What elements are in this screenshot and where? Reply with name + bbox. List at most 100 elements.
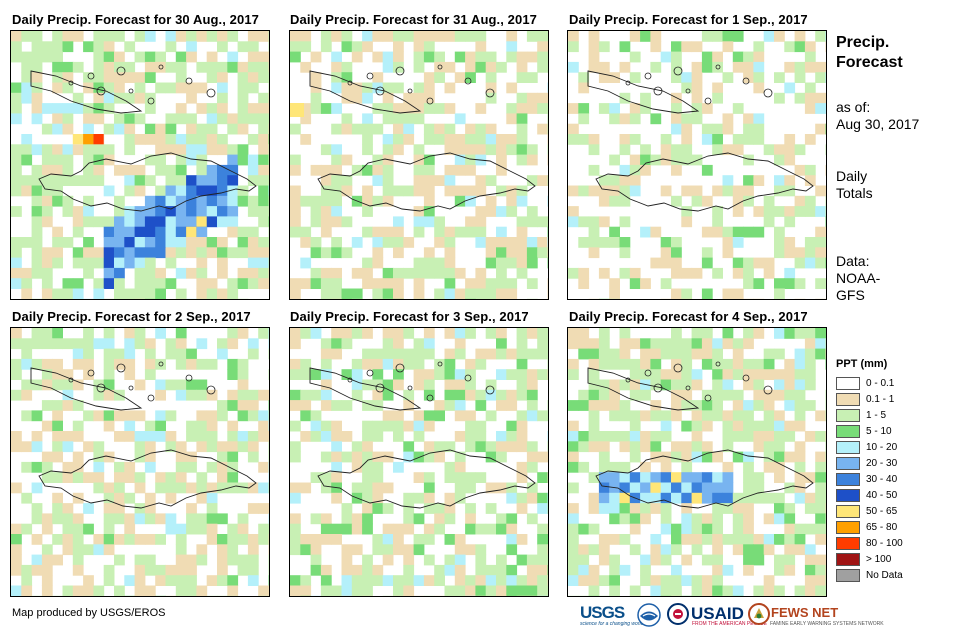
- precip-cell-extreme: [83, 134, 94, 145]
- precip-cell: [815, 31, 826, 42]
- precip-cell: [31, 461, 43, 473]
- precip-cell: [691, 379, 703, 391]
- precip-cell: [423, 216, 435, 228]
- precip-cell: [403, 185, 415, 197]
- precip-cell: [671, 534, 682, 545]
- precip-cell: [382, 420, 394, 432]
- precip-cell: [691, 492, 703, 504]
- precip-cell: [21, 288, 33, 299]
- precip-cell: [103, 534, 115, 545]
- precip-cell: [62, 461, 74, 473]
- precip-cell: [804, 175, 816, 186]
- precip-cell: [496, 564, 507, 576]
- precip-cell: [382, 554, 394, 566]
- precip-cell: [103, 41, 115, 53]
- precip-cell: [516, 410, 528, 422]
- precip-cell: [372, 175, 384, 186]
- precip-cell: [804, 206, 816, 217]
- precip-cell: [341, 82, 353, 94]
- precip-cell: [134, 278, 146, 289]
- precip-cell: [268, 338, 269, 350]
- precip-cell: [186, 154, 197, 166]
- precip-cell: [83, 103, 94, 114]
- precip-cell: [206, 288, 218, 299]
- precip-cell: [403, 451, 415, 463]
- precip-cell: [794, 358, 806, 370]
- precip-cell: [237, 195, 249, 207]
- precip-cell: [114, 226, 125, 238]
- precip-cell: [475, 216, 487, 228]
- precip-cell: [134, 247, 146, 259]
- precip-cell: [310, 206, 322, 217]
- precip-cell: [568, 503, 579, 514]
- precip-cell: [21, 51, 33, 63]
- precip-cell: [227, 328, 239, 339]
- precip-cell: [640, 226, 651, 238]
- precip-cell: [237, 82, 249, 94]
- precip-cell: [413, 92, 425, 104]
- precip-cell: [290, 31, 301, 42]
- precip-cell: [568, 523, 579, 535]
- precip-cell: [629, 523, 641, 535]
- precip-cell: [62, 31, 74, 42]
- precip-cell: [465, 431, 476, 442]
- precip-cell: [712, 492, 723, 504]
- precip-cell: [444, 237, 456, 248]
- precip-cell: [774, 472, 785, 483]
- precip-cell: [629, 410, 641, 422]
- precip-cell: [52, 513, 63, 525]
- precip-cell: [784, 206, 796, 217]
- precip-cell: [722, 72, 734, 83]
- precip-cell: [444, 103, 456, 114]
- precip-cell: [454, 134, 466, 145]
- precip-cell: [227, 195, 239, 207]
- precip-cell: [660, 492, 672, 504]
- precip-cell: [753, 554, 765, 566]
- precip-cell: [134, 554, 146, 566]
- precip-cell: [722, 472, 734, 483]
- coastline-islet: [366, 369, 374, 377]
- precip-cell: [114, 113, 125, 125]
- precip-cell: [52, 103, 63, 114]
- coastline-islet: [485, 88, 495, 98]
- precip-cell: [815, 338, 826, 350]
- precip-cell: [11, 523, 22, 535]
- precip-cell: [825, 523, 826, 535]
- precip-cell: [588, 144, 600, 156]
- precip-cell: [516, 369, 528, 380]
- precip-cell: [175, 554, 187, 566]
- precip-cell: [444, 554, 456, 566]
- precip-cell: [114, 206, 125, 217]
- precip-cell: [62, 534, 74, 545]
- precip-cell: [62, 338, 74, 350]
- precip-cell: [547, 348, 548, 360]
- precip-cell: [114, 216, 125, 228]
- precip-cell: [650, 492, 662, 504]
- precip-cell: [413, 216, 425, 228]
- precip-cell: [11, 544, 22, 556]
- precip-cell: [165, 31, 177, 42]
- precip-cell: [93, 92, 105, 104]
- precip-cell: [629, 185, 641, 197]
- precip-cell: [83, 237, 94, 248]
- coastline-hispaniola: [595, 152, 814, 212]
- precip-cell: [247, 82, 259, 94]
- precip-cell: [732, 134, 744, 145]
- precip-cell: [640, 144, 651, 156]
- legend-swatch: [836, 457, 860, 470]
- precip-cell: [444, 379, 456, 391]
- precip-cell: [393, 288, 404, 299]
- precip-cell: [310, 247, 322, 259]
- precip-cell: [454, 461, 466, 473]
- precip-cell: [268, 144, 269, 156]
- precip-cell: [537, 492, 548, 504]
- precip-cell: [701, 554, 713, 566]
- precip-cell: [300, 113, 312, 125]
- precip-cell: [743, 492, 754, 504]
- precip-cell: [258, 123, 269, 135]
- precip-cell: [206, 72, 218, 83]
- precip-cell: [660, 410, 672, 422]
- precip-cell: [31, 113, 43, 125]
- precip-cell: [568, 420, 579, 432]
- precip-cell: [393, 134, 404, 145]
